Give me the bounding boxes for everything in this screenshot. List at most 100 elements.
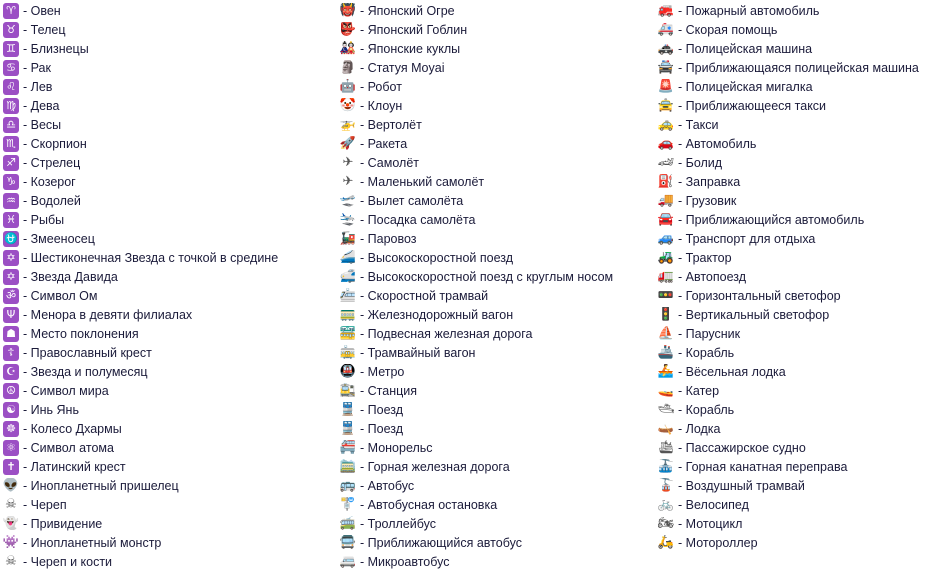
list-item: ☠ - Череп	[3, 495, 278, 514]
list-item: 🚉 - Станция	[340, 381, 613, 400]
delivery-truck-icon: 🚚	[658, 193, 674, 208]
skull-icon: ☠	[5, 497, 17, 512]
mountain-railway-icon: 🚞	[340, 459, 356, 474]
list-item: 🚏 - Автобусная остановка	[340, 495, 613, 514]
list-item: 🚔 - Приближающаяся полицейская машина	[658, 58, 919, 77]
list-item-label: - Статуя Moyai	[360, 60, 445, 75]
list-item: 🚘 - Приближающийся автомобиль	[658, 210, 919, 229]
horizontal-traffic-light-icon: 🚥	[658, 288, 674, 303]
oncoming-train-icon: 🚆	[340, 421, 356, 436]
list-item-label: - Робот	[360, 79, 402, 94]
list-item-label: - Овен	[23, 3, 61, 18]
list-item-label: - Автопоезд	[678, 269, 747, 284]
list-item-label: - Череп и кости	[23, 554, 113, 569]
list-item-label: - Череп	[23, 497, 67, 512]
om-icon: ॐ	[3, 287, 19, 304]
airplane-departure-icon: 🛫	[340, 193, 356, 208]
list-item: ♎ - Весы	[3, 115, 278, 134]
list-item-label: - Такси	[678, 117, 719, 132]
list-item: ♐ - Стрелец	[3, 153, 278, 172]
list-item-label: - Вертолёт	[360, 117, 422, 132]
list-item: 🚠 - Горная канатная переправа	[658, 457, 919, 476]
list-item: 👺 - Японский Гоблин	[340, 20, 613, 39]
list-item-label: - Горная железная дорога	[360, 459, 510, 474]
list-item: 👹 - Японский Огре	[340, 1, 613, 20]
list-item: ♍ - Дева	[3, 96, 278, 115]
list-item: ✈ - Самолёт	[340, 153, 613, 172]
list-item: ☦ - Православный крест	[3, 343, 278, 362]
airplane-icon: ✈	[342, 155, 354, 170]
list-item: 🚀 - Ракета	[340, 134, 613, 153]
list-item-label: - Козерог	[23, 174, 76, 189]
train-icon: 🚆	[340, 402, 356, 417]
racing-car-icon: 🏎	[658, 155, 674, 170]
list-item-label: - Японский Огре	[360, 3, 455, 18]
articulated-lorry-icon: 🚛	[658, 269, 674, 284]
menorah-icon: Ψ	[3, 306, 19, 323]
list-item-label: - Вылет самолёта	[360, 193, 464, 208]
list-item-label: - Весы	[23, 117, 62, 132]
virgo-icon: ♍	[3, 97, 19, 114]
list-item-label: - Поезд	[360, 421, 403, 436]
list-item: 🚦 - Вертикальный светофор	[658, 305, 919, 324]
list-item-label: - Заправка	[678, 174, 741, 189]
list-item-label: - Символ Ом	[23, 288, 98, 303]
alien-icon: 👽	[3, 478, 19, 493]
list-item-label: - Приближающееся такси	[678, 98, 827, 113]
list-item: 🛳 - Пассажирское судно	[658, 438, 919, 457]
clown-icon: 🤡	[340, 98, 356, 113]
list-item-label: - Стрелец	[23, 155, 81, 170]
list-item: 🚝 - Монорельс	[340, 438, 613, 457]
list-item-label: - Велосипед	[678, 497, 749, 512]
oncoming-police-car-icon: 🚔	[658, 60, 674, 75]
bus-stop-icon: 🚏	[340, 497, 356, 512]
list-item-label: - Японский Гоблин	[360, 22, 468, 37]
list-item: ☮ - Символ мира	[3, 381, 278, 400]
list-item: ☪ - Звезда и полумесяц	[3, 362, 278, 381]
list-item: Ψ - Менора в девяти филиалах	[3, 305, 278, 324]
list-item: ♋ - Рак	[3, 58, 278, 77]
bullet-train-icon: 🚅	[340, 269, 356, 284]
alien-monster-icon: 👾	[3, 535, 19, 550]
list-item: 🤖 - Робот	[340, 77, 613, 96]
emoji-list-column-2: 👹 - Японский Огре 👺 - Японский Гоблин 🎎 - Япо…	[340, 1, 613, 571]
list-item-label: - Самолёт	[360, 155, 419, 170]
police-car-icon: 🚓	[658, 41, 674, 56]
list-item: 🚖 - Приближающееся такси	[658, 96, 919, 115]
monorail-icon: 🚝	[340, 440, 356, 455]
list-item: 🚓 - Полицейская машина	[658, 39, 919, 58]
list-item-label: - Змееносец	[23, 231, 95, 246]
bus-icon: 🚌	[340, 478, 356, 493]
list-item-label: - Дева	[23, 98, 60, 113]
list-item: ✡ - Шестиконечная Звезда с точкой в среди…	[3, 248, 278, 267]
canoe-icon: 🛶	[658, 421, 674, 436]
steam-locomotive-icon: 🚂	[340, 231, 356, 246]
list-item: 🚂 - Паровоз	[340, 229, 613, 248]
list-item-label: - Железнодорожный вагон	[360, 307, 514, 322]
list-item-label: - Парусник	[678, 326, 741, 341]
fire-engine-icon: 🚒	[658, 3, 674, 18]
taxi-icon: 🚕	[658, 117, 674, 132]
list-item: ॐ - Символ Ом	[3, 286, 278, 305]
ophiuchus-icon: ⛎	[3, 230, 19, 247]
list-item-label: - Подвесная железная дорога	[360, 326, 533, 341]
list-item-label: - Лев	[23, 79, 53, 94]
list-item: ✡ - Звезда Давида	[3, 267, 278, 286]
list-item: 🚑 - Скорая помощь	[658, 20, 919, 39]
airplane-arrival-icon: 🛬	[340, 212, 356, 227]
list-item-label: - Трамвайный вагон	[360, 345, 476, 360]
sagittarius-icon: ♐	[3, 154, 19, 171]
list-item: ☠ - Череп и кости	[3, 552, 278, 571]
list-item-label: - Автобус	[360, 478, 415, 493]
scorpio-icon: ♏	[3, 135, 19, 152]
ship-icon: 🚢	[658, 345, 674, 360]
rocket-icon: 🚀	[340, 136, 356, 151]
list-item: ♈ - Овен	[3, 1, 278, 20]
list-item: 🚆 - Поезд	[340, 419, 613, 438]
passenger-ship-icon: 🛳	[658, 440, 674, 455]
list-item-label: - Инопланетный монстр	[23, 535, 162, 550]
list-item-label: - Лодка	[678, 421, 721, 436]
list-item-label: - Японские куклы	[360, 41, 461, 56]
list-item: ⛎ - Змееносец	[3, 229, 278, 248]
list-item-label: - Полицейская машина	[678, 41, 813, 56]
